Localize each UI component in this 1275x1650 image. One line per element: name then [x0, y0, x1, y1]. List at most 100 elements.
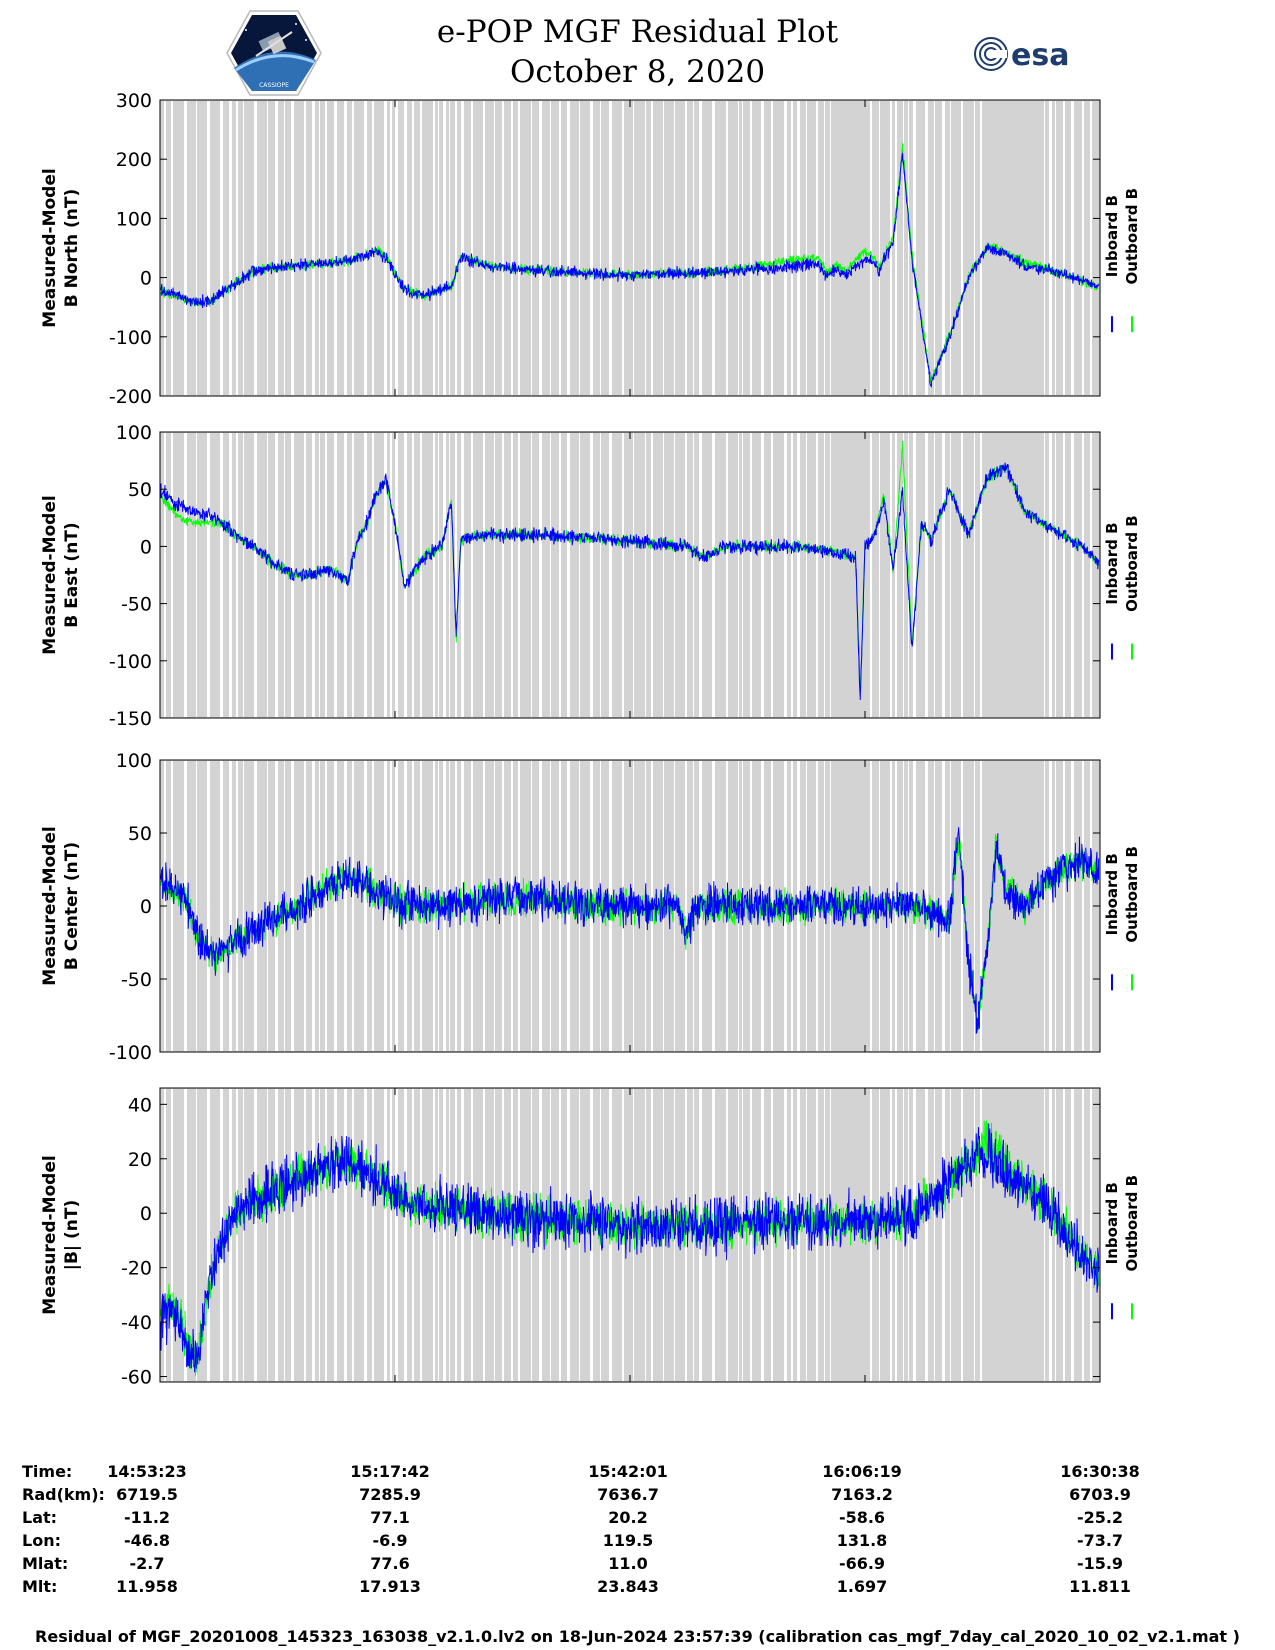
gap-stripe [908, 1089, 909, 1381]
gap-stripe [761, 433, 764, 717]
gap-stripe [961, 1089, 963, 1381]
gap-stripe [950, 433, 951, 717]
gap-stripe [726, 433, 728, 717]
gap-stripe [942, 1089, 945, 1381]
gap-stripe [443, 101, 446, 395]
gap-stripe [344, 101, 347, 395]
gap-stripe [372, 101, 374, 395]
gap-stripe [791, 101, 793, 395]
gap-stripe [344, 761, 347, 1051]
legend: Inboard B Outboard B [1103, 515, 1141, 660]
gap-stripe [784, 433, 787, 717]
gap-stripe [325, 433, 327, 717]
gap-stripe [284, 101, 285, 395]
gap-stripe [1049, 433, 1052, 717]
gap-stripe [797, 433, 800, 717]
gap-stripe [518, 101, 520, 395]
gap-stripe [184, 1089, 187, 1381]
y-axis-label-line2: B Center (nT) [62, 842, 82, 970]
gap-stripe [433, 1089, 435, 1381]
info-label: Mlt: [22, 1577, 58, 1596]
gap-stripe [229, 101, 232, 395]
gap-stripe [461, 101, 464, 395]
gap-stripe [539, 1089, 542, 1381]
gap-stripe [196, 101, 197, 395]
gap-stripe [870, 101, 872, 395]
info-label: Lat: [22, 1508, 58, 1527]
gap-stripe [404, 1089, 407, 1381]
gap-stripe [890, 433, 892, 717]
gap-stripe [567, 101, 570, 395]
inboard-b-series-line [160, 462, 1100, 701]
gap-stripe [797, 101, 800, 395]
gap-stripe [449, 1089, 450, 1381]
gap-stripe [196, 761, 197, 1051]
gap-stripe [420, 101, 422, 395]
gap-stripe [404, 101, 407, 395]
gap-stripe [980, 101, 982, 395]
gap-stripe [712, 433, 715, 717]
gap-stripe [1049, 761, 1052, 1051]
gap-stripe [304, 1089, 306, 1381]
gap-stripe [254, 101, 257, 395]
gap-stripe [674, 101, 675, 395]
gap-stripe [275, 1089, 278, 1381]
gap-stripe [830, 433, 831, 717]
gap-stripe [455, 101, 457, 395]
gap-stripe [483, 761, 485, 1051]
gap-stripe [390, 433, 392, 717]
gap-stripe [1049, 1089, 1052, 1381]
info-value: -46.8 [123, 1531, 171, 1550]
gap-stripe [974, 761, 975, 1051]
y-tick-label: -100 [109, 651, 152, 673]
gap-stripe [1063, 761, 1065, 1051]
gap-stripe [784, 101, 787, 395]
gap-stripe [942, 101, 945, 395]
gap-stripe [433, 433, 435, 717]
gap-stripe [254, 433, 257, 717]
gap-stripe [1049, 101, 1052, 395]
gap-stripe [531, 433, 532, 717]
gap-stripe [1063, 433, 1065, 717]
gap-stripe [384, 1089, 387, 1381]
y-axis-label: Measured-Model B East (nT) [40, 495, 82, 654]
gap-stripe [1090, 433, 1092, 717]
gap-stripe [961, 101, 963, 395]
info-value: 15:42:01 [588, 1462, 668, 1481]
gap-stripe [1063, 101, 1065, 395]
esa-logo: esa [974, 37, 1069, 72]
gap-stripe [824, 1089, 825, 1381]
y-tick-label: 100 [116, 750, 152, 772]
gap-stripe [1055, 761, 1056, 1051]
gap-stripe [1071, 101, 1074, 395]
legend-label: Outboard B [1123, 188, 1141, 285]
info-value: 7163.2 [831, 1485, 893, 1504]
legend-label: Outboard B [1123, 1175, 1141, 1272]
y-tick-label: 300 [116, 90, 152, 112]
gap-stripe [980, 1089, 982, 1381]
gap-stripe [824, 101, 825, 395]
gap-stripe [1082, 1089, 1084, 1381]
y-axis-label-line1: Measured-Model [40, 1155, 60, 1314]
chart-title: e-POP MGF Residual Plot [436, 14, 839, 50]
gap-stripe [412, 1089, 414, 1381]
info-value: -15.9 [1076, 1554, 1124, 1573]
gap-stripe [364, 761, 367, 1051]
gap-stripe [412, 101, 414, 395]
y-tick-label: -200 [109, 386, 152, 408]
gap-stripe [738, 1089, 739, 1381]
gap-stripe [879, 1089, 880, 1381]
gap-stripe [579, 433, 580, 717]
y-tick-label: 0 [140, 536, 152, 558]
gap-stripe [539, 433, 542, 717]
gap-stripe [502, 1089, 504, 1381]
y-axis-label-line2: |B| (nT) [62, 1200, 82, 1271]
gap-stripe [364, 433, 367, 717]
gap-stripe [502, 433, 504, 717]
gap-stripe [352, 101, 354, 395]
gap-stripe [220, 433, 223, 717]
y-tick-label: 40 [128, 1094, 152, 1116]
y-tick-label: -50 [121, 969, 152, 991]
gap-stripe [471, 1089, 473, 1381]
